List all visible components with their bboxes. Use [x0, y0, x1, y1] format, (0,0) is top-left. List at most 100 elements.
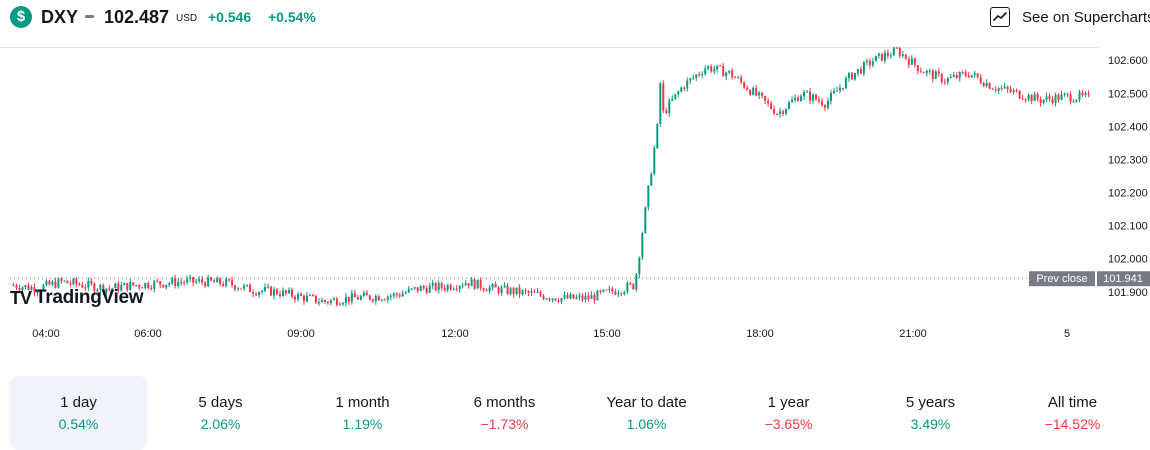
dollar-icon: $	[10, 6, 32, 28]
candle-body	[27, 285, 30, 290]
candle-body	[593, 295, 596, 301]
range-1-day[interactable]: 1 day 0.54%	[10, 376, 147, 450]
candle-body	[1018, 90, 1021, 99]
candle-body	[162, 284, 165, 288]
candle-body	[389, 295, 392, 297]
range-all-time[interactable]: All time −14.52%	[1004, 376, 1141, 450]
candle-body	[204, 282, 207, 287]
range-6-months[interactable]: 6 months −1.73%	[436, 376, 573, 450]
candle-body	[500, 287, 503, 294]
candle-body	[970, 75, 973, 78]
symbol-name[interactable]: DXY	[41, 7, 79, 27]
candle-body	[623, 291, 626, 294]
see-on-supercharts-link[interactable]: See on Supercharts	[990, 5, 1150, 29]
candle-body	[716, 65, 719, 70]
candle-body	[1024, 99, 1027, 101]
candle-body	[823, 105, 826, 108]
candle-body	[177, 282, 180, 286]
candle-body	[1084, 93, 1087, 95]
candle-body	[108, 288, 111, 290]
candle-body	[1075, 99, 1078, 102]
range-year-to-date[interactable]: Year to date 1.06%	[578, 376, 715, 450]
candle-body	[84, 287, 87, 289]
candle-body	[518, 287, 521, 295]
candle-body	[419, 286, 422, 292]
candle-body	[1036, 93, 1039, 100]
candle-body	[39, 290, 42, 293]
candle-body	[943, 82, 946, 84]
candle-body	[225, 279, 228, 286]
candle-body	[129, 282, 132, 291]
candle-body	[536, 292, 539, 294]
candle-body	[96, 289, 99, 292]
candle-body	[290, 289, 293, 297]
candle-body	[722, 65, 725, 77]
candle-body	[132, 282, 135, 286]
range-label: Year to date	[606, 394, 687, 411]
candle-body	[72, 279, 75, 284]
candle-body	[901, 54, 904, 56]
candle-body	[281, 290, 284, 296]
candle-body	[967, 75, 970, 78]
range-5-days[interactable]: 5 days 2.06%	[152, 376, 289, 450]
price-chart[interactable]: 102.600 102.500 102.400 102.300 102.200 102.1…	[0, 47, 1150, 347]
candle-body	[524, 290, 527, 292]
candle-body	[889, 55, 892, 57]
candle-body	[1048, 96, 1051, 99]
candle-body	[913, 58, 916, 66]
tradingview-wordmark: TradingView	[35, 287, 144, 308]
y-tick-label: 102.000	[1108, 254, 1148, 266]
candle-body	[674, 94, 677, 99]
candle-body	[605, 289, 608, 291]
x-tick-label: 21:00	[899, 328, 927, 340]
candle-body	[895, 47, 898, 49]
candle-body	[99, 284, 102, 290]
symbol-header: $ DXY 102.487 USD +0.546 +0.54% See on S…	[0, 0, 1150, 36]
candle-body	[1012, 90, 1015, 92]
range-label: 1 year	[767, 394, 810, 411]
candle-body	[216, 278, 219, 283]
candle-body	[302, 295, 305, 302]
candle-body	[1069, 94, 1072, 102]
candle-body	[761, 92, 764, 96]
candle-body	[141, 287, 144, 289]
candle-body	[1006, 86, 1009, 90]
candle-body	[410, 288, 413, 290]
candle-body	[401, 293, 404, 297]
candle-body	[599, 290, 602, 292]
candle-body	[928, 70, 931, 72]
candle-body	[437, 283, 440, 291]
candle-body	[48, 281, 51, 285]
candle-body	[102, 284, 105, 293]
candle-body	[982, 83, 985, 87]
candle-body	[871, 61, 874, 66]
range-1-year[interactable]: 1 year −3.65%	[720, 376, 857, 450]
candle-body	[210, 277, 213, 281]
candle-body	[1054, 94, 1057, 104]
candle-body	[566, 295, 569, 299]
y-tick-label: 102.400	[1108, 121, 1148, 133]
candle-body	[78, 283, 81, 285]
candle-body	[1039, 99, 1042, 103]
range-1-month[interactable]: 1 month 1.19%	[294, 376, 431, 450]
candle-body	[395, 293, 398, 296]
candle-body	[75, 279, 78, 284]
candle-body	[228, 279, 231, 281]
candle-body	[186, 278, 189, 283]
candle-body	[803, 91, 806, 97]
candle-body	[931, 70, 934, 79]
candle-body	[880, 53, 883, 61]
candle-body	[222, 284, 225, 286]
candle-body	[994, 89, 997, 91]
tradingview-logo[interactable]: TV TradingView	[10, 287, 144, 309]
range-5-years[interactable]: 5 years 3.49%	[862, 376, 999, 450]
candle-body	[54, 281, 57, 288]
candle-body	[314, 295, 317, 303]
candle-body	[147, 283, 150, 288]
candle-body	[90, 280, 93, 284]
candle-body	[868, 60, 871, 66]
candle-body	[919, 71, 922, 73]
y-tick-label: 102.500	[1108, 88, 1148, 100]
candle-body	[554, 298, 557, 301]
candle-body	[377, 296, 380, 301]
